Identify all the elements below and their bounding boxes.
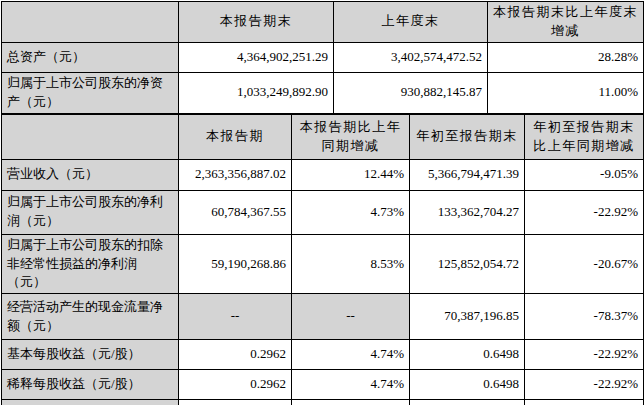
column-header-prior-year-end: 上年度末 (334, 2, 488, 43)
table-row-operating-cash-flow: 经营活动产生的现金流量净额（元） -- -- 70,387,196.85 -78… (2, 294, 644, 340)
cell-value: 28.28% (488, 42, 644, 72)
cell-value: 4.74% (292, 370, 410, 400)
corner-cell (2, 2, 179, 43)
cell-value: 0.2962 (179, 340, 292, 370)
cell-value: 5,366,794,471.39 (410, 159, 525, 190)
column-header-change-vs-same-period: 本报告期比上年同期增减 (292, 114, 410, 159)
column-header-ytd-change-vs-same-period: 年初至报告期末比上年同期增减 (525, 114, 644, 159)
cell-value: 0.2962 (179, 370, 292, 400)
corner-cell (2, 114, 179, 159)
cell-value: 4.74% (292, 340, 410, 370)
table-row-total-assets: 总资产（元） 4,364,902,251.29 3,402,574,472.52… (2, 42, 644, 72)
row-label: 营业收入（元） (2, 159, 179, 190)
cell-value: 11.00% (488, 72, 644, 113)
table-row-operating-revenue: 营业收入（元） 2,363,356,887.02 12.44% 5,366,79… (2, 159, 644, 190)
balance-header-row: 本报告期末 上年度末 本报告期末比上年度末增减 (2, 2, 644, 43)
cell-value: -22.92% (525, 370, 644, 400)
cell-value: 4,364,902,251.29 (179, 42, 334, 72)
cell-value: -22.92% (525, 190, 644, 234)
cell-value: -22.92% (525, 340, 644, 370)
table-row-net-profit: 归属于上市公司股东的净利润（元） 60,784,367.55 4.73% 133… (2, 190, 644, 234)
cell-value-na: -- (292, 294, 410, 340)
row-label: 总资产（元） (2, 42, 179, 72)
table-row-diluted-eps: 稀释每股收益（元/股） 0.2962 4.74% 0.6498 -22.92% (2, 370, 644, 400)
cell-value: 6.02% (179, 400, 292, 405)
cell-value: 0.6498 (410, 370, 525, 400)
column-header-year-to-date: 年初至报告期末 (410, 114, 525, 159)
row-label: 加权平均净资产收益率 (2, 400, 179, 405)
table-row-net-assets: 归属于上市公司股东的净资产（元） 1,033,249,892.90 930,88… (2, 72, 644, 113)
cell-value: 2,363,356,887.02 (179, 159, 292, 190)
cell-value: 8.53% (292, 234, 410, 294)
column-header-current-period: 本报告期 (179, 114, 292, 159)
cell-value: 60,784,367.55 (179, 190, 292, 234)
income-header-row: 本报告期 本报告期比上年同期增减 年初至报告期末 年初至报告期末比上年同期增减 (2, 114, 644, 159)
cell-value: -9.05% (525, 159, 644, 190)
financial-report-table: 本报告期末 上年度末 本报告期末比上年度末增减 总资产（元） 4,364,902… (0, 0, 644, 405)
cell-value: 59,190,268.86 (179, 234, 292, 294)
cell-value: 70,387,196.85 (410, 294, 525, 340)
cell-value: 1,033,249,892.90 (179, 72, 334, 113)
table-row-basic-eps: 基本每股收益（元/股） 0.2962 4.74% 0.6498 -22.92% (2, 340, 644, 370)
cell-value: 0.6498 (410, 340, 525, 370)
column-header-period-end: 本报告期末 (179, 2, 334, 43)
cell-value: -7.88% (525, 400, 644, 405)
row-label: 归属于上市公司股东的净资产（元） (2, 72, 179, 113)
cell-value: 4.73% (292, 190, 410, 234)
cell-value: 3,402,574,472.52 (334, 42, 488, 72)
income-table: 本报告期 本报告期比上年同期增减 年初至报告期末 年初至报告期末比上年同期增减 … (1, 114, 644, 405)
row-label: 归属于上市公司股东的净利润（元） (2, 190, 179, 234)
cell-value: -0.82% (292, 400, 410, 405)
cell-value: 12.44% (292, 159, 410, 190)
row-label: 经营活动产生的现金流量净额（元） (2, 294, 179, 340)
cell-value: -78.37% (525, 294, 644, 340)
cell-value: 13.60% (410, 400, 525, 405)
row-label: 归属于上市公司股东的扣除非经常性损益的净利润（元） (2, 234, 179, 294)
table-row-net-profit-excl-nonrecurring: 归属于上市公司股东的扣除非经常性损益的净利润（元） 59,190,268.86 … (2, 234, 644, 294)
row-label: 基本每股收益（元/股） (2, 340, 179, 370)
cell-value: 133,362,704.27 (410, 190, 525, 234)
cell-value: -20.67% (525, 234, 644, 294)
cell-value: 930,882,145.87 (334, 72, 488, 113)
cell-value: 125,852,054.72 (410, 234, 525, 294)
row-label: 稀释每股收益（元/股） (2, 370, 179, 400)
column-header-change-vs-prior-year-end: 本报告期末比上年度末增减 (488, 2, 644, 43)
cell-value-na: -- (179, 294, 292, 340)
table-row-weighted-avg-roe: 加权平均净资产收益率 6.02% -0.82% 13.60% -7.88% (2, 400, 644, 405)
balance-table: 本报告期末 上年度末 本报告期末比上年度末增减 总资产（元） 4,364,902… (1, 1, 644, 114)
